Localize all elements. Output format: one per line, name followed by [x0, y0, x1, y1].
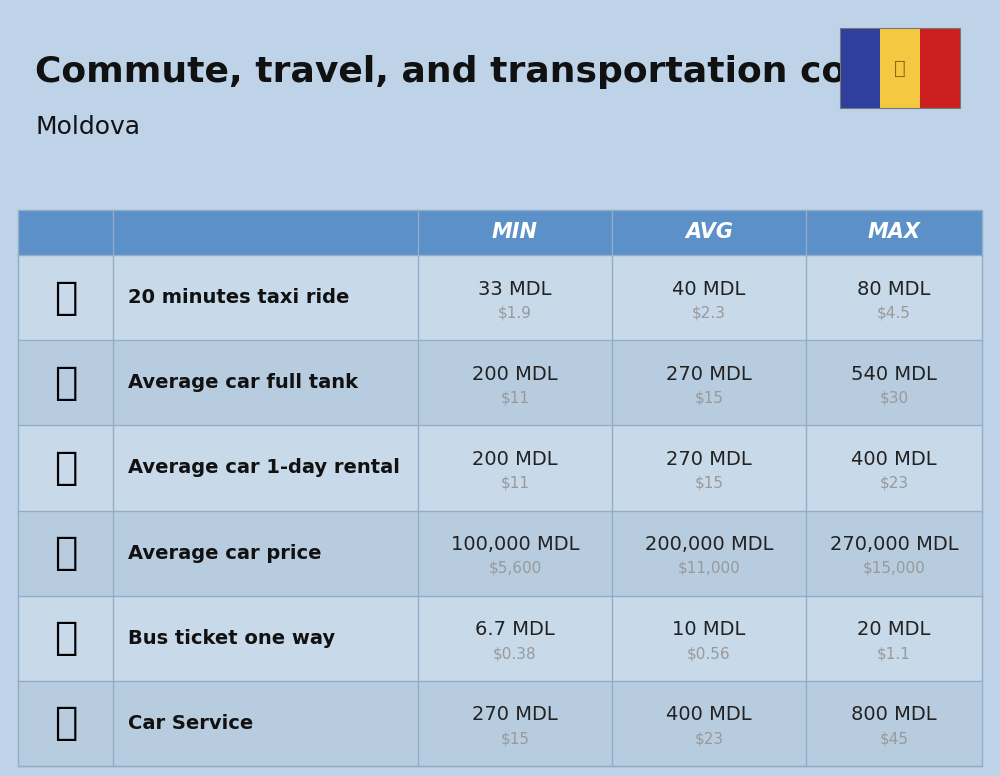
Text: $15: $15: [694, 476, 724, 490]
Text: $0.56: $0.56: [687, 646, 731, 661]
Text: $0.38: $0.38: [493, 646, 537, 661]
Text: $23: $23: [879, 476, 909, 490]
Text: 🔧: 🔧: [54, 705, 77, 743]
Text: 100,000 MDL: 100,000 MDL: [451, 535, 579, 554]
Text: 400 MDL: 400 MDL: [666, 705, 752, 725]
Text: $11,000: $11,000: [678, 561, 740, 576]
Text: AVG: AVG: [685, 223, 733, 242]
Text: MAX: MAX: [868, 223, 920, 242]
Text: 🚕: 🚕: [54, 279, 77, 317]
Text: 200,000 MDL: 200,000 MDL: [645, 535, 773, 554]
Bar: [806, 210, 982, 255]
Text: $15: $15: [694, 390, 724, 406]
Text: 20 MDL: 20 MDL: [857, 620, 931, 639]
Bar: [0, 0, 1000, 200]
Bar: [612, 210, 806, 255]
Text: 270 MDL: 270 MDL: [472, 705, 558, 725]
Bar: [113, 210, 418, 255]
Text: $11: $11: [501, 390, 530, 406]
Text: Average car price: Average car price: [128, 543, 322, 563]
Bar: [18, 511, 982, 596]
Text: $1.9: $1.9: [498, 306, 532, 320]
Bar: [880, 28, 920, 108]
Bar: [840, 28, 960, 108]
Text: $4.5: $4.5: [877, 306, 911, 320]
Text: 800 MDL: 800 MDL: [851, 705, 937, 725]
Text: $45: $45: [880, 731, 908, 747]
Text: Commute, travel, and transportation costs: Commute, travel, and transportation cost…: [35, 55, 907, 89]
Bar: [18, 340, 982, 425]
Text: 540 MDL: 540 MDL: [851, 365, 937, 384]
Bar: [18, 681, 982, 766]
Text: $15: $15: [501, 731, 530, 747]
Text: 20 minutes taxi ride: 20 minutes taxi ride: [128, 288, 349, 307]
Text: $11: $11: [501, 476, 530, 490]
Text: 40 MDL: 40 MDL: [672, 279, 746, 299]
Bar: [18, 255, 982, 340]
Text: $30: $30: [879, 390, 909, 406]
Bar: [18, 596, 982, 681]
Text: $1.1: $1.1: [877, 646, 911, 661]
Text: Car Service: Car Service: [128, 714, 253, 733]
Bar: [18, 425, 982, 511]
Text: Bus ticket one way: Bus ticket one way: [128, 629, 335, 648]
Text: $23: $23: [694, 731, 724, 747]
Text: 270,000 MDL: 270,000 MDL: [830, 535, 958, 554]
Bar: [840, 28, 880, 108]
Text: 🚌: 🚌: [54, 619, 77, 657]
Text: 270 MDL: 270 MDL: [666, 450, 752, 469]
Text: $2.3: $2.3: [692, 306, 726, 320]
Text: 200 MDL: 200 MDL: [472, 450, 558, 469]
Text: ⛽: ⛽: [54, 364, 77, 402]
Text: Moldova: Moldova: [35, 115, 140, 139]
Text: 200 MDL: 200 MDL: [472, 365, 558, 384]
Text: 6.7 MDL: 6.7 MDL: [475, 620, 555, 639]
Text: 10 MDL: 10 MDL: [672, 620, 746, 639]
Bar: [18, 210, 113, 255]
Text: $15,000: $15,000: [863, 561, 925, 576]
Text: MIN: MIN: [492, 223, 538, 242]
Text: 🚙: 🚙: [54, 449, 77, 487]
Text: $5,600: $5,600: [488, 561, 542, 576]
Text: Average car full tank: Average car full tank: [128, 373, 358, 392]
Bar: [920, 28, 960, 108]
Text: 400 MDL: 400 MDL: [851, 450, 937, 469]
Text: 🚗: 🚗: [54, 534, 77, 572]
Text: 270 MDL: 270 MDL: [666, 365, 752, 384]
Text: Average car 1-day rental: Average car 1-day rental: [128, 459, 400, 477]
Text: 🛡: 🛡: [894, 58, 906, 78]
Bar: [418, 210, 612, 255]
Text: 33 MDL: 33 MDL: [478, 279, 552, 299]
Text: 80 MDL: 80 MDL: [857, 279, 931, 299]
Bar: [18, 210, 982, 766]
